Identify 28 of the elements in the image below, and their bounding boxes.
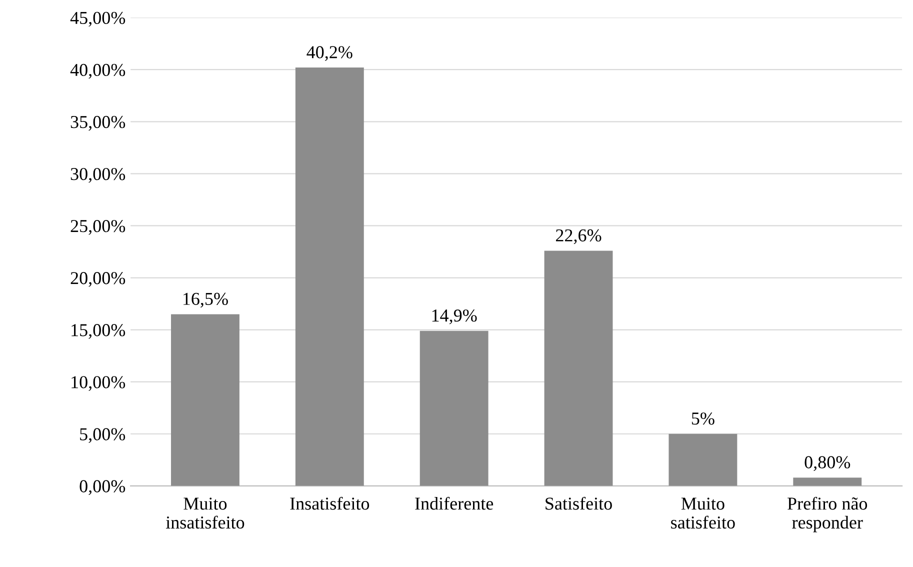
bar [668, 434, 738, 486]
x-tick-label: Prefiro não responder [788, 496, 868, 532]
x-tick-label: Insatisfeito [290, 496, 370, 510]
bar [295, 68, 364, 486]
y-tick-label: 0,00% [80, 480, 126, 495]
bar [171, 314, 240, 486]
data-label: 16,5% [183, 292, 228, 308]
y-tick-label: 30,00% [70, 168, 126, 183]
y-tick-label: 35,00% [70, 116, 126, 131]
y-tick-label: 5,00% [80, 428, 126, 443]
bar [793, 478, 862, 486]
y-tick-label: 25,00% [70, 220, 126, 235]
x-tick-label: Muito insatisfeito [166, 498, 244, 529]
y-tick-label: 45,00% [70, 12, 126, 27]
x-tick-label: Satisfeito [546, 496, 612, 510]
y-tick-label: 40,00% [70, 64, 126, 79]
data-label: 22,6% [556, 229, 602, 244]
x-tick-label: Muito satisfeito [671, 498, 735, 529]
x-tick-label: Indiferente [415, 496, 494, 510]
data-label: 40,2% [306, 46, 352, 61]
y-tick-label: 15,00% [72, 324, 126, 339]
data-label: 5% [692, 412, 714, 425]
bar [544, 250, 613, 486]
y-tick-label: 10,00% [72, 376, 126, 391]
data-label: 0,80% [804, 456, 850, 471]
data-label: 14,9% [432, 309, 477, 324]
y-tick-label: 20,00% [70, 272, 126, 287]
bar [420, 330, 488, 486]
